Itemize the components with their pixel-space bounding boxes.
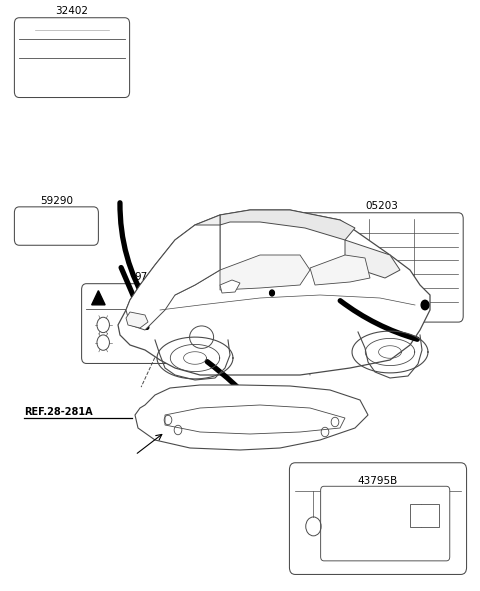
Text: 32402: 32402 [56, 6, 88, 16]
FancyBboxPatch shape [321, 486, 450, 561]
FancyBboxPatch shape [300, 213, 463, 322]
Polygon shape [135, 385, 368, 450]
Text: 05203: 05203 [365, 201, 398, 211]
Polygon shape [220, 280, 240, 293]
FancyBboxPatch shape [82, 284, 228, 363]
FancyBboxPatch shape [14, 207, 98, 245]
Polygon shape [165, 405, 345, 434]
Polygon shape [220, 255, 310, 290]
Polygon shape [310, 255, 370, 285]
Circle shape [270, 290, 275, 296]
Bar [410, 504, 439, 527]
Polygon shape [220, 210, 355, 240]
Polygon shape [345, 240, 400, 278]
Circle shape [421, 300, 429, 310]
Polygon shape [126, 312, 148, 328]
Text: 59290: 59290 [40, 196, 73, 206]
Text: REF.28-281A: REF.28-281A [24, 407, 93, 417]
Polygon shape [118, 210, 430, 375]
FancyBboxPatch shape [289, 463, 467, 574]
Text: 97699A: 97699A [135, 272, 175, 282]
Polygon shape [126, 225, 220, 330]
Polygon shape [175, 215, 220, 295]
FancyBboxPatch shape [14, 18, 130, 98]
Text: 43795B: 43795B [358, 476, 398, 486]
Polygon shape [92, 291, 105, 305]
